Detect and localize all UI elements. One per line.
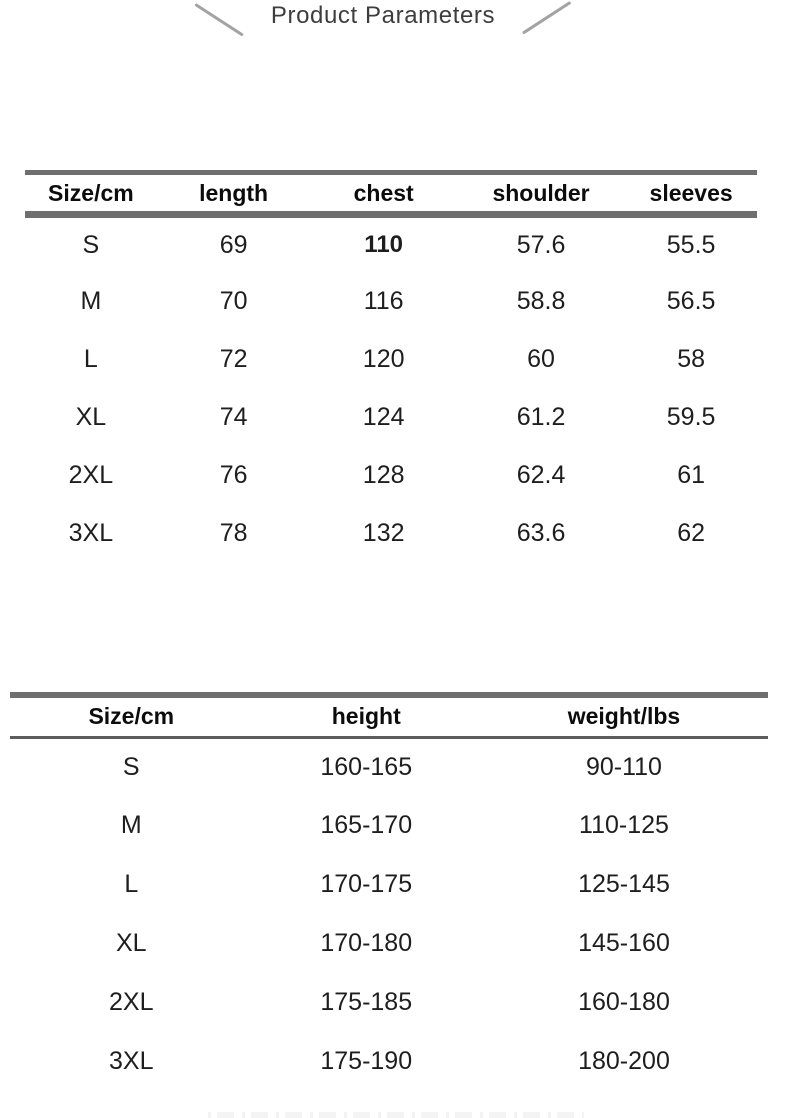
value-cell: 61 <box>677 461 706 489</box>
value-cell: 62.4 <box>516 461 566 489</box>
value-cell: 125-145 <box>578 870 670 898</box>
size-cell: XL <box>75 403 107 431</box>
value-cell: 128 <box>362 461 405 489</box>
value-cell: 165-170 <box>320 811 413 839</box>
value-cell: 57.6 <box>516 230 566 259</box>
value-cell: 124 <box>362 403 405 431</box>
value-cell: 58.8 <box>516 287 566 315</box>
cutoff-text-remnant <box>208 1112 584 1118</box>
column-header: Size/cm <box>88 703 175 730</box>
height-weight-fit-table: Size/cm height weight/lbs S 160-165 90-110 M 1… <box>10 692 768 1091</box>
size-cell: L <box>83 345 98 373</box>
column-header: Size/cm <box>48 179 134 206</box>
value-cell: 59.5 <box>666 403 716 431</box>
table-row: 3XL 175-190 180-200 <box>10 1032 768 1091</box>
size-cell: XL <box>115 929 147 957</box>
fit-table-header-row: Size/cm height weight/lbs <box>10 695 768 737</box>
size-measurement-table: Size/cm length chest shoulder sleeves S 69 110… <box>25 170 757 563</box>
value-cell: 90-110 <box>585 752 662 781</box>
value-cell: 76 <box>219 461 248 489</box>
value-cell: 170-180 <box>320 929 413 957</box>
column-header: sleeves <box>649 179 733 206</box>
value-cell: 55.5 <box>666 230 716 259</box>
value-cell: 132 <box>362 519 405 547</box>
value-cell: 60 <box>527 345 555 373</box>
value-cell: 62 <box>677 519 706 547</box>
size-cell: M <box>80 287 102 315</box>
table-row: M 70 116 58.8 56.5 <box>25 273 757 331</box>
value-cell: 180-200 <box>578 1047 670 1075</box>
table-row: 2XL 175-185 160-180 <box>10 973 768 1032</box>
size-cell: 3XL <box>109 1047 154 1075</box>
size-measurement-table-section: Size/cm length chest shoulder sleeves S 69 110… <box>25 170 757 563</box>
table-row: 2XL 76 128 62.4 61 <box>25 447 757 505</box>
column-header: height <box>331 703 401 730</box>
value-cell: 116 <box>363 287 404 315</box>
table-row: L 170-175 125-145 <box>10 855 768 914</box>
value-cell: 63.6 <box>516 519 566 547</box>
column-header: chest <box>353 179 414 206</box>
value-cell: 70 <box>219 287 248 315</box>
table-row: 3XL 78 132 63.6 62 <box>25 505 757 563</box>
size-cell: 2XL <box>109 988 154 1016</box>
size-cell: M <box>120 811 142 839</box>
column-header: length <box>199 179 269 206</box>
value-cell: 56.5 <box>666 287 716 315</box>
column-header: weight/lbs <box>567 703 681 730</box>
value-cell: 110-125 <box>579 811 669 839</box>
value-cell: 72 <box>219 345 248 373</box>
value-cell: 170-175 <box>320 870 413 898</box>
table-row: XL 74 124 61.2 59.5 <box>25 389 757 447</box>
table-row: L 72 120 60 58 <box>25 331 757 389</box>
value-cell: 120 <box>362 345 405 373</box>
fit-table-section: Size/cm height weight/lbs S 160-165 90-110 M 1… <box>10 692 768 1091</box>
size-cell: 3XL <box>68 519 114 547</box>
value-cell: 160-165 <box>320 752 413 781</box>
value-cell: 160-180 <box>578 988 670 1016</box>
value-cell: 61.2 <box>516 403 566 431</box>
value-cell: 58 <box>677 345 706 373</box>
measurement-table-header-row: Size/cm length chest shoulder sleeves <box>25 173 757 215</box>
size-cell: S <box>82 230 100 259</box>
page-title: Product Parameters <box>270 2 496 29</box>
table-row: S 160-165 90-110 <box>10 737 768 796</box>
page-header: Product Parameters <box>0 0 790 46</box>
value-cell: 175-185 <box>320 988 413 1016</box>
value-cell: 74 <box>219 403 248 431</box>
size-cell: S <box>122 752 140 781</box>
value-cell: 69 <box>219 230 248 259</box>
column-header: shoulder <box>492 179 590 206</box>
table-row: M 165-170 110-125 <box>10 796 768 855</box>
table-row: S 69 110 57.6 55.5 <box>25 215 757 273</box>
size-cell: 2XL <box>68 461 114 489</box>
value-cell: 110 <box>364 231 404 259</box>
size-cell: L <box>124 870 139 898</box>
value-cell: 145-160 <box>578 929 670 957</box>
value-cell: 175-190 <box>320 1047 413 1075</box>
value-cell: 78 <box>219 519 248 547</box>
table-row: XL 170-180 145-160 <box>10 914 768 973</box>
